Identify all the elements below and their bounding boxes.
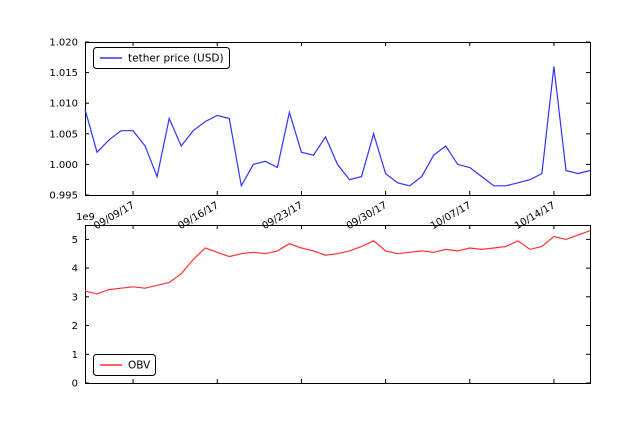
- y-tick-label: 0.995: [49, 191, 78, 202]
- obv-line: [84, 230, 591, 295]
- plot-frame: [85, 42, 591, 196]
- legend-label: tether price (USD): [128, 53, 224, 65]
- y-tick-label: 5: [72, 235, 78, 246]
- plot-frame: [85, 225, 591, 384]
- x-tick-label: 09/30/17: [345, 200, 389, 232]
- obv-axes: 0 1 2 3 4 5 1e9 OBV: [72, 212, 591, 390]
- y-tick-label: 1.010: [49, 99, 78, 110]
- legend-frame: [93, 47, 230, 69]
- x-tick-label: 09/23/17: [261, 200, 305, 232]
- x-tick-label: 10/14/17: [513, 200, 557, 232]
- x-tick-label: 10/07/17: [429, 200, 473, 232]
- y-tick-label: 2: [72, 321, 78, 332]
- y-tick-label: 4: [72, 264, 78, 275]
- y-tick-label: 1: [72, 350, 78, 361]
- legend-frame: [93, 354, 156, 376]
- y-tick-label: 1.015: [49, 68, 78, 79]
- y-tick-label: 3: [72, 292, 78, 303]
- tether-price-line: [84, 66, 591, 188]
- legend-label: OBV: [128, 360, 151, 372]
- y-axis-offset-text: 1e9: [76, 212, 95, 223]
- y-tick-label: 0: [72, 379, 78, 390]
- y-tick-label: 1.000: [49, 160, 78, 171]
- x-tick-label: 09/09/17: [92, 200, 136, 232]
- y-tick-label: 1.020: [49, 38, 78, 49]
- x-tick-label: 09/16/17: [176, 200, 220, 232]
- axes-decorations: 0 1 2 3 4 5: [72, 225, 591, 390]
- y-tick-label: 1.005: [49, 129, 78, 140]
- tether-price-legend: tether price (USD): [93, 47, 230, 69]
- tether-price-axes: 0.995 1.000 1.005 1.010 1.015 1.020 09/09/17 09…: [49, 38, 591, 232]
- obv-legend: OBV: [93, 354, 156, 376]
